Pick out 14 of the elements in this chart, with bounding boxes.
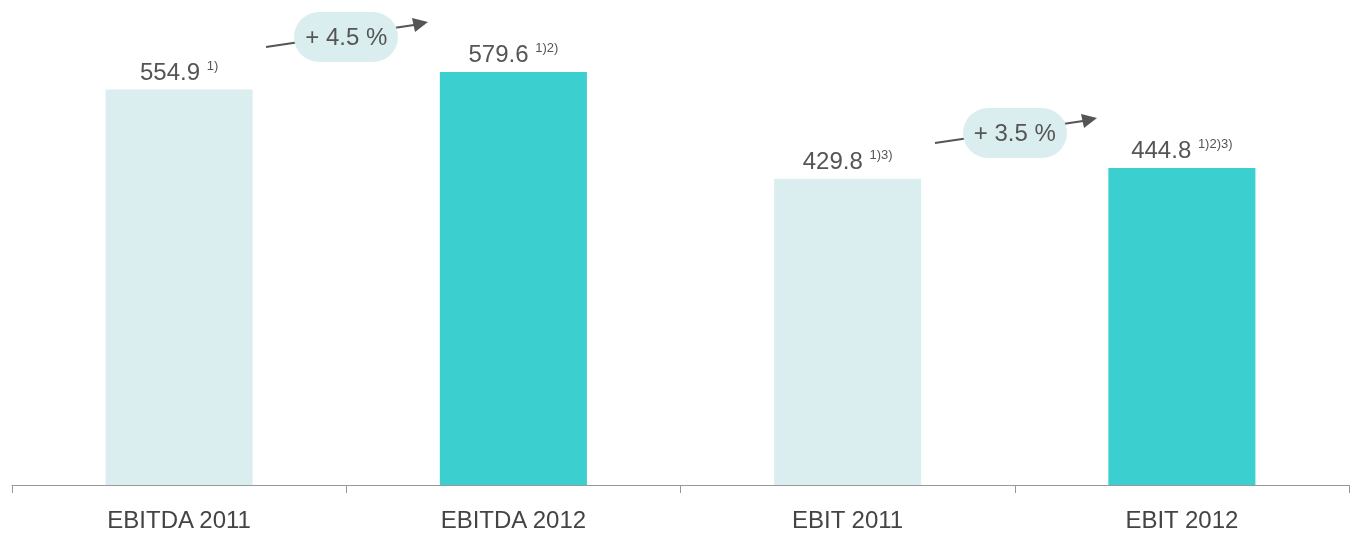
data-label: 579.6 1)2) — [468, 40, 559, 67]
data-label: 444.8 1)2)3) — [1131, 136, 1233, 164]
bar — [105, 89, 253, 485]
text: + 4.5 % — [294, 12, 399, 62]
data-label: 554.9 1) — [139, 57, 219, 85]
bar — [774, 178, 922, 485]
x-tick-label: EBITDA 2011 — [107, 505, 251, 533]
x-tick-label: EBIT 2011 — [792, 505, 904, 533]
x-tick-label: EBIT 2012 — [1125, 505, 1239, 533]
bar — [1108, 168, 1256, 485]
annotation: + 3.5 % — [962, 108, 1067, 159]
bar — [439, 72, 587, 485]
data-label: 429.8 1)3) — [802, 146, 893, 174]
x-tick-label: EBITDA 2012 — [440, 505, 587, 533]
